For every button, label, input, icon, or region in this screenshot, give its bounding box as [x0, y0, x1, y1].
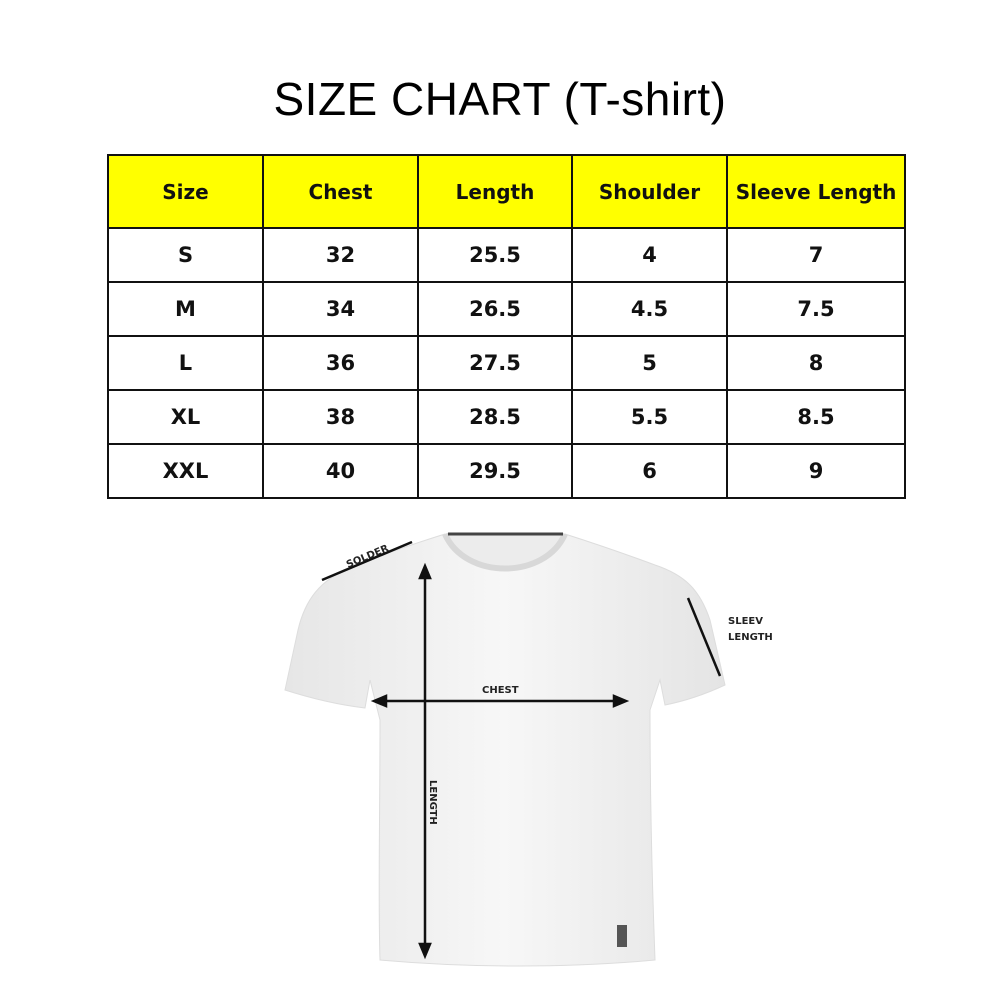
header-shoulder: Shoulder [571, 154, 728, 229]
table-cell-size: XL [107, 389, 264, 445]
sleeve-measure-line [686, 597, 722, 677]
table-cell-sleeve-length: 8 [726, 335, 906, 391]
table-header-row: Size Chest Length Shoulder Sleeve Length [107, 154, 906, 229]
header-size: Size [107, 154, 264, 229]
table-cell-chest: 36 [262, 335, 419, 391]
length-label: LENGTH [427, 780, 438, 825]
table-cell-chest: 38 [262, 389, 419, 445]
table-cell-sleeve-length: 8.5 [726, 389, 906, 445]
table-cell-size: S [107, 227, 264, 283]
chest-arrow-left [370, 694, 388, 708]
page-title: SIZE CHART (T-shirt) [273, 73, 727, 125]
table-cell-sleeve-length: 7 [726, 227, 906, 283]
collar [442, 532, 568, 572]
table-cell-length: 29.5 [417, 443, 573, 499]
table-cell-shoulder: 4.5 [571, 281, 728, 337]
length-arrow-bottom [418, 942, 432, 960]
table-cell-shoulder: 5 [571, 335, 728, 391]
table-cell-length: 26.5 [417, 281, 573, 337]
chest-label: CHEST [482, 685, 519, 696]
brand-tag [617, 925, 627, 947]
table-cell-size: XXL [107, 443, 264, 499]
header-sleeve-length: Sleeve Length [726, 154, 906, 229]
table-row: S 32 25.5 4 7 [107, 227, 906, 283]
table-row: M 34 26.5 4.5 7.5 [107, 281, 906, 337]
table-cell-length: 27.5 [417, 335, 573, 391]
table-cell-size: M [107, 281, 264, 337]
table-cell-sleeve-length: 7.5 [726, 281, 906, 337]
sleeve-label-line1: SLEEV [728, 616, 763, 627]
table-cell-size: L [107, 335, 264, 391]
chest-arrow-right [612, 694, 630, 708]
table-cell-shoulder: 6 [571, 443, 728, 499]
table-cell-chest: 34 [262, 281, 419, 337]
header-chest: Chest [262, 154, 419, 229]
table-cell-length: 25.5 [417, 227, 573, 283]
table-row: L 36 27.5 5 8 [107, 335, 906, 391]
table-cell-shoulder: 4 [571, 227, 728, 283]
table-cell-shoulder: 5.5 [571, 389, 728, 445]
length-arrow-top [418, 562, 432, 580]
size-table: Size Chest Length Shoulder Sleeve Length… [107, 154, 906, 499]
table-row: XXL 40 29.5 6 9 [107, 443, 906, 499]
table-cell-length: 28.5 [417, 389, 573, 445]
shoulder-measure-line [321, 540, 413, 582]
table-cell-sleeve-length: 9 [726, 443, 906, 499]
tshirt-shape [284, 533, 726, 967]
table-cell-chest: 32 [262, 227, 419, 283]
sleeve-label-line2: LENGTH [728, 632, 773, 643]
table-cell-chest: 40 [262, 443, 419, 499]
tshirt-diagram: SOLDER CHEST LENGTH SLEEV LENGTH [284, 532, 773, 967]
table-row: XL 38 28.5 5.5 8.5 [107, 389, 906, 445]
header-length: Length [417, 154, 573, 229]
